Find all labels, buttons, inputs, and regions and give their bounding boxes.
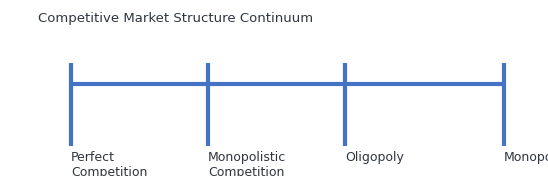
Text: Perfect
Competition: Perfect Competition xyxy=(71,151,147,176)
Text: Monopolistic
Competition: Monopolistic Competition xyxy=(208,151,287,176)
Text: Oligopoly: Oligopoly xyxy=(345,151,404,164)
Text: Competitive Market Structure Continuum: Competitive Market Structure Continuum xyxy=(38,12,313,25)
Text: Monopoly: Monopoly xyxy=(504,151,548,164)
